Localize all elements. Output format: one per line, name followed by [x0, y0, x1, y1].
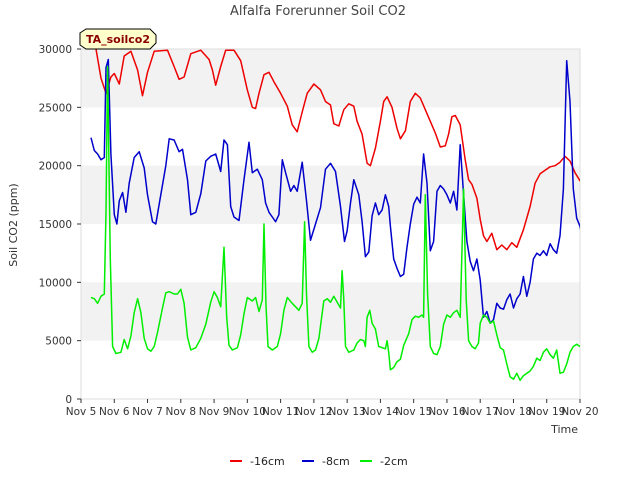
y-tick-label: 30000	[39, 44, 72, 56]
x-tick-label: Nov 10	[229, 406, 266, 418]
x-tick-label: Nov 18	[495, 406, 532, 418]
y-tick-label: 25000	[39, 102, 72, 114]
y-tick-label: 5000	[45, 336, 72, 348]
y-tick-label: 20000	[39, 161, 72, 173]
series-line-16cmcm	[95, 48, 580, 251]
background-band	[81, 165, 580, 224]
x-tick-label: Nov 9	[199, 406, 230, 418]
y-tick-label: 0	[65, 394, 72, 406]
series-line-8cmcm	[90, 58, 580, 324]
x-tick-label: Nov 6	[99, 406, 130, 418]
x-tick-label: Nov 19	[528, 406, 565, 418]
background-band	[81, 49, 580, 108]
series-layer	[90, 48, 580, 382]
y-axis-label: Soil CO2 (ppm)	[7, 183, 20, 266]
x-tick-label: Nov 7	[132, 406, 163, 418]
x-tick-label: Nov 14	[362, 406, 400, 418]
background-bands	[81, 49, 580, 341]
badge-box	[79, 28, 157, 50]
x-tick-label: Nov 11	[262, 406, 299, 418]
y-tick-label: 15000	[39, 219, 72, 231]
x-tick-label: Nov 13	[329, 406, 366, 418]
legend-label: -2cm	[380, 455, 408, 468]
legend-label: -16cm	[250, 455, 285, 468]
x-tick-label: Nov 17	[462, 406, 499, 418]
series-line-2cmcm	[90, 65, 580, 382]
legend-label: -8cm	[322, 455, 350, 468]
badge-label: TA_soilco2	[86, 33, 150, 46]
legend: -16cm -8cm -2cm	[230, 455, 408, 468]
x-tick-label: Nov 20	[561, 406, 598, 418]
x-tick-label: Nov 15	[395, 406, 432, 418]
background-band	[81, 282, 580, 341]
x-axis-label: Time	[550, 423, 578, 436]
x-tick-label: Nov 16	[428, 406, 466, 418]
x-tick-label: Nov 5	[66, 406, 97, 418]
series-badge: TA_soilco2	[79, 28, 157, 50]
x-tick-label: Nov 8	[166, 406, 197, 418]
chart-title: Alfalfa Forerunner Soil CO2	[230, 4, 406, 19]
y-tick-label: 10000	[39, 277, 72, 289]
y-axis-ticks: 0 5000 10000 15000 20000 25000 30000	[39, 44, 81, 406]
x-tick-label: Nov 12	[295, 406, 332, 418]
